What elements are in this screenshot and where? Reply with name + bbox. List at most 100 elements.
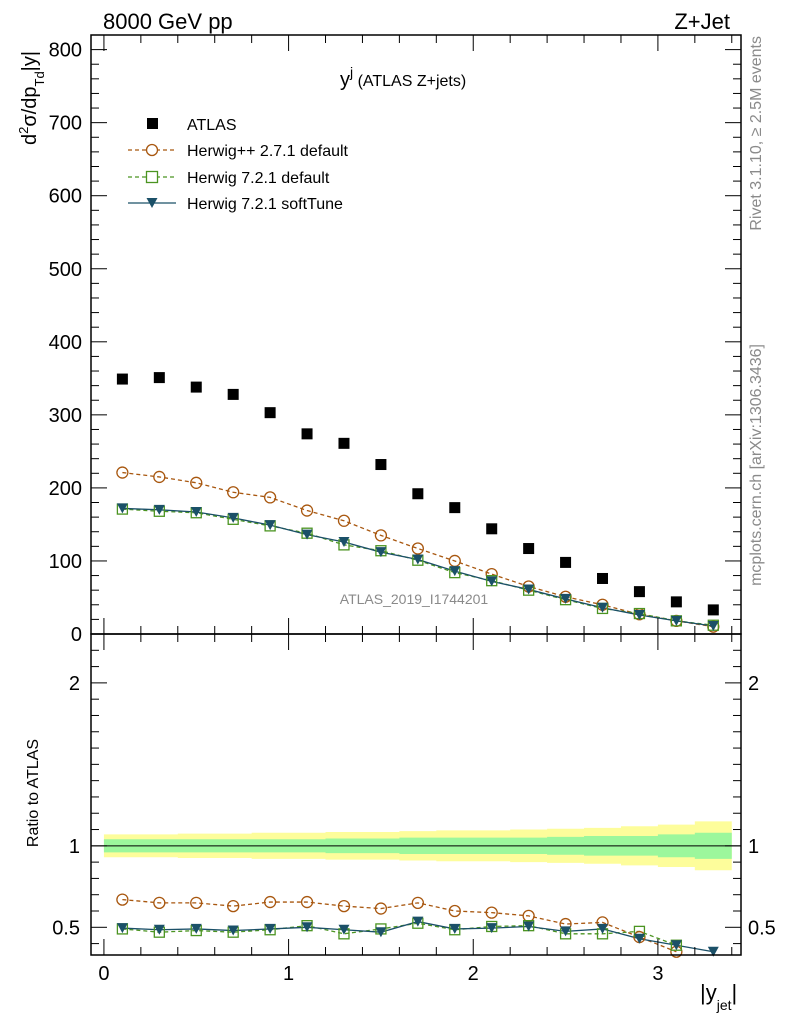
main-y-tick-label: 200 xyxy=(49,478,82,500)
x-axis-label-main: |y xyxy=(700,980,717,1005)
main-y-axis-label: d2σ/dpTd|y| xyxy=(16,51,47,145)
main-y-tick-label: 300 xyxy=(49,405,82,427)
main-point-herwig-2-7-1-default xyxy=(227,486,240,499)
main-point-atlas xyxy=(560,556,572,568)
main-point-herwig-7-2-1-softtune xyxy=(707,620,719,631)
main-point-atlas xyxy=(412,488,424,500)
main-point-herwig-7-2-1-softtune xyxy=(301,529,313,540)
ratio-point-herwig-2-7-1-default xyxy=(374,902,388,915)
ratio-point-herwig-7-2-1-softtune xyxy=(597,923,609,934)
x-tick-label: 1 xyxy=(283,963,294,985)
ratio-point-herwig-2-7-1-default xyxy=(116,893,129,906)
main-title-text: y xyxy=(340,69,350,91)
main-line-herwig-2-7-1-default xyxy=(122,471,714,628)
ratio-line-herwig-2-7-1-default xyxy=(122,898,677,953)
legend-marker-herwig7-default xyxy=(145,170,159,184)
ratio-y-tick-label-left: 1 xyxy=(69,836,80,858)
ratio-point-herwig-7-2-1-softtune xyxy=(633,933,645,944)
ratio-point-herwig-7-2-1-softtune xyxy=(486,923,498,934)
legend-marker-atlas xyxy=(147,118,158,129)
main-point-atlas xyxy=(301,428,313,440)
legend-entry-herwigpp: Herwig++ 2.7.1 default xyxy=(128,143,349,160)
main-point-herwig-2-7-1-default xyxy=(300,504,314,517)
ratio-point-herwig-2-7-1-default xyxy=(153,896,166,910)
main-y-tick-label: 100 xyxy=(49,551,82,573)
main-point-herwig-7-2-1-softtune xyxy=(264,520,276,531)
main-point-herwig-7-2-1-softtune xyxy=(597,602,609,613)
x-axis-label-end: | xyxy=(732,980,738,1005)
ratio-point-herwig-2-7-1-default xyxy=(522,909,535,923)
legend-entry-atlas: ATLAS xyxy=(147,117,237,134)
main-point-herwig-7-2-1-softtune xyxy=(486,576,498,587)
main-point-atlas xyxy=(523,543,535,555)
ratio-point-herwig-2-7-1-default xyxy=(337,899,351,913)
main-point-atlas xyxy=(338,437,350,449)
ratio-point-herwig-2-7-1-default xyxy=(263,895,277,909)
main-point-atlas xyxy=(190,381,202,393)
main-point-herwig-2-7-1-default xyxy=(116,466,129,479)
ratio-point-herwig-7-2-1-softtune xyxy=(670,940,682,951)
ratio-point-herwig-2-7-1-default xyxy=(411,896,424,910)
main-point-herwig-2-7-1-default xyxy=(190,476,203,489)
x-axis-label-sub: jet xyxy=(716,997,732,1013)
ratio-point-herwig-7-2-1-softtune xyxy=(449,923,461,934)
main-point-atlas xyxy=(597,572,609,584)
main-point-herwig-7-2-1-softtune xyxy=(116,503,128,514)
ratio-frame xyxy=(90,633,742,956)
ratio-line-herwig-7-2-1-default xyxy=(122,922,677,946)
main-point-herwig-7-2-1-softtune xyxy=(412,554,424,565)
main-point-herwig-2-7-1-default xyxy=(374,529,388,542)
main-point-atlas xyxy=(670,596,682,608)
main-point-herwig-7-2-1-softtune xyxy=(633,610,645,621)
ratio-y-tick-label-left: 2 xyxy=(69,673,80,695)
ratio-point-herwig-2-7-1-default xyxy=(190,896,203,910)
ratio-point-herwig-2-7-1-default xyxy=(227,899,240,913)
ratio-point-herwig-7-2-1-softtune xyxy=(227,925,239,936)
main-point-herwig-7-2-1-softtune xyxy=(523,584,535,595)
main-point-herwig-2-7-1-default xyxy=(337,514,351,527)
main-point-herwig-7-2-1-softtune xyxy=(227,512,239,523)
legend: ATLAS Herwig++ 2.7.1 default Herwig 7.2.… xyxy=(128,117,349,213)
legend-entry-herwig7-default: Herwig 7.2.1 default xyxy=(128,170,330,187)
ratio-point-herwig-7-2-1-softtune xyxy=(190,923,202,934)
ratio-point-herwig-7-2-1-softtune xyxy=(338,924,350,935)
main-point-atlas xyxy=(227,388,239,400)
main-point-herwig-2-7-1-default xyxy=(411,542,424,555)
rivet-label: Rivet 3.1.10, ≥ 2.5M events xyxy=(748,36,765,231)
analysis-watermark: ATLAS_2019_I1744201 xyxy=(340,591,489,607)
main-point-herwig-7-2-1-softtune xyxy=(670,615,682,626)
uncertainty-bands xyxy=(91,821,741,871)
main-point-herwig-2-7-1-default xyxy=(153,470,166,484)
ratio-y-tick-label-right: 2 xyxy=(748,673,759,695)
main-point-herwig-7-2-1-softtune xyxy=(190,507,202,518)
ratio-y-tick-label-left: 0.5 xyxy=(52,917,80,939)
main-point-atlas xyxy=(153,372,165,384)
main-point-atlas xyxy=(449,502,461,514)
mcplots-label: mcplots.cern.ch [arXiv:1306.3436] xyxy=(748,344,765,586)
main-y-tick-label: 700 xyxy=(49,113,82,135)
ratio-point-herwig-7-2-1-softtune xyxy=(560,926,572,937)
main-point-herwig-2-7-1-default xyxy=(263,491,277,504)
main-point-atlas xyxy=(375,459,387,471)
x-tick-label: 0 xyxy=(98,963,109,985)
main-point-herwig-7-2-1-softtune xyxy=(338,536,350,547)
ratio-point-herwig-2-7-1-default xyxy=(448,904,461,918)
main-point-herwig-7-2-1-softtune xyxy=(153,504,165,515)
ratio-point-herwig-2-7-1-default xyxy=(485,906,498,919)
main-title: yj (ATLAS Z+jets) xyxy=(340,64,466,91)
main-title-suffix: (ATLAS Z+jets) xyxy=(353,73,466,90)
legend-marker-herwig7-softtune xyxy=(146,198,158,208)
main-point-atlas xyxy=(116,373,128,385)
x-tick-label: 3 xyxy=(652,963,663,985)
ratio-point-herwig-7-2-1-softtune xyxy=(116,923,128,934)
main-point-atlas xyxy=(264,407,276,419)
ratio-point-herwig-7-2-1-softtune xyxy=(153,924,165,935)
series-lines xyxy=(122,471,714,953)
main-y-tick-label: 400 xyxy=(49,332,82,354)
main-y-tick-label: 0 xyxy=(71,624,82,646)
ratio-point-herwig-7-2-1-softtune xyxy=(301,922,313,933)
legend-label-herwig7-default: Herwig 7.2.1 default xyxy=(187,170,330,187)
main-y-tick-label: 500 xyxy=(49,259,82,281)
ratio-point-herwig-7-2-1-softtune xyxy=(375,927,387,938)
